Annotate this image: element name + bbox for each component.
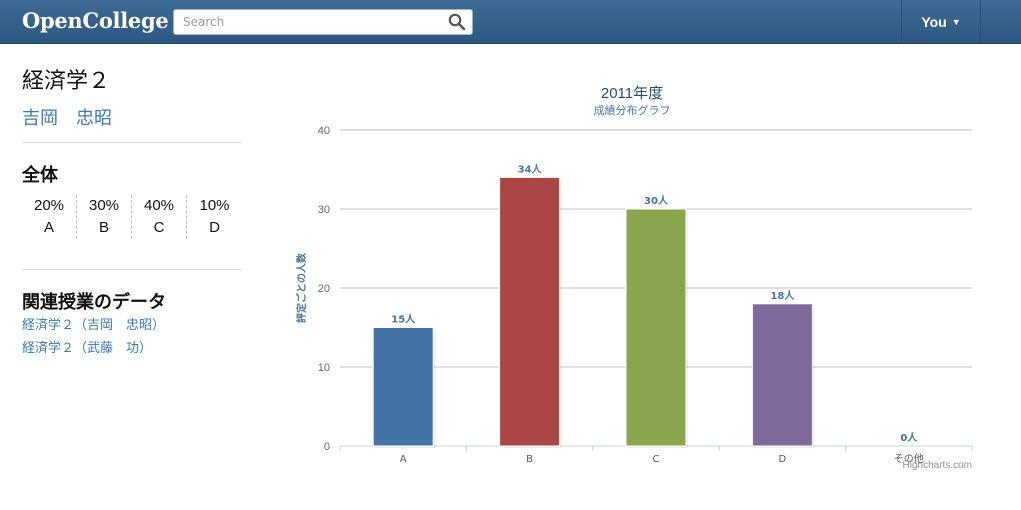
grade-letter: B bbox=[98, 219, 109, 236]
y-tick-label: 30 bbox=[318, 204, 330, 216]
y-axis-label: 評定ごとの人数 bbox=[295, 252, 308, 323]
grade-percent: 20% bbox=[33, 197, 65, 214]
grade-column-c: 40% C bbox=[132, 195, 187, 239]
search-input[interactable] bbox=[174, 10, 442, 34]
bar bbox=[499, 176, 561, 447]
instructor-link[interactable]: 吉岡 忠昭 bbox=[22, 108, 112, 129]
data-label: 0人 bbox=[900, 431, 918, 444]
divider bbox=[22, 269, 242, 270]
x-tick-label: D bbox=[779, 454, 787, 465]
x-tick-label: C bbox=[653, 454, 660, 465]
bar bbox=[625, 208, 687, 447]
bar bbox=[751, 303, 813, 447]
search-icon[interactable] bbox=[448, 13, 466, 31]
grade-percent: 10% bbox=[199, 197, 230, 214]
y-tick-label: 0 bbox=[324, 441, 330, 453]
y-tick-label: 10 bbox=[318, 362, 330, 374]
chart-title: 2011年度 bbox=[600, 85, 664, 102]
related-course-link[interactable]: 経済学２（吉岡 忠昭） bbox=[22, 318, 166, 333]
data-label: 30人 bbox=[644, 194, 669, 207]
x-tick-label: B bbox=[526, 454, 533, 465]
data-label: 34人 bbox=[518, 162, 543, 175]
related-course-link[interactable]: 経済学２（武藤 功） bbox=[22, 341, 153, 356]
grade-distribution: 20% A 30% B 40% C 10% D bbox=[22, 195, 242, 239]
grade-letter: A bbox=[43, 219, 54, 236]
search-box bbox=[173, 9, 473, 35]
y-tick-label: 20 bbox=[318, 283, 330, 295]
divider bbox=[22, 142, 242, 143]
user-menu-label: You bbox=[921, 14, 947, 30]
grade-column-a: 20% A bbox=[22, 195, 77, 239]
y-tick-label: 40 bbox=[318, 125, 330, 137]
x-tick-label: A bbox=[400, 454, 407, 465]
grade-percent: 30% bbox=[88, 197, 120, 214]
chevron-down-icon: ▼ bbox=[951, 17, 961, 27]
grade-column-b: 30% B bbox=[77, 195, 132, 239]
chart-subtitle: 成績分布グラフ bbox=[593, 104, 671, 117]
x-tick-label: その他 bbox=[894, 452, 924, 465]
user-menu-button[interactable]: You ▼ bbox=[901, 0, 981, 44]
grade-letter: D bbox=[209, 219, 220, 236]
sidebar: 経済学２ 吉岡 忠昭 全体 20% A 30% B 40% C 10% D 関連… bbox=[22, 66, 242, 360]
course-title: 経済学２ bbox=[22, 69, 111, 94]
bar bbox=[372, 327, 434, 447]
top-navbar: OpenCollege You ▼ bbox=[0, 0, 1021, 44]
related-title: 関連授業のデータ bbox=[22, 292, 166, 313]
grade-percent: 40% bbox=[143, 197, 175, 214]
brand-logo[interactable]: OpenCollege bbox=[22, 8, 169, 33]
data-label: 15人 bbox=[391, 313, 416, 326]
grade-column-d: 10% D bbox=[187, 195, 242, 239]
chart-credits-link[interactable]: Highcharts.com bbox=[902, 460, 972, 471]
data-label: 18人 bbox=[770, 289, 795, 302]
grade-letter: C bbox=[153, 219, 165, 236]
grade-chart: 2011年度 成績分布グラフ 0 10 20 30 40 評定ごとの人数 15人 A 34人 B 3… bbox=[280, 78, 1000, 488]
overall-title: 全体 bbox=[22, 165, 58, 186]
